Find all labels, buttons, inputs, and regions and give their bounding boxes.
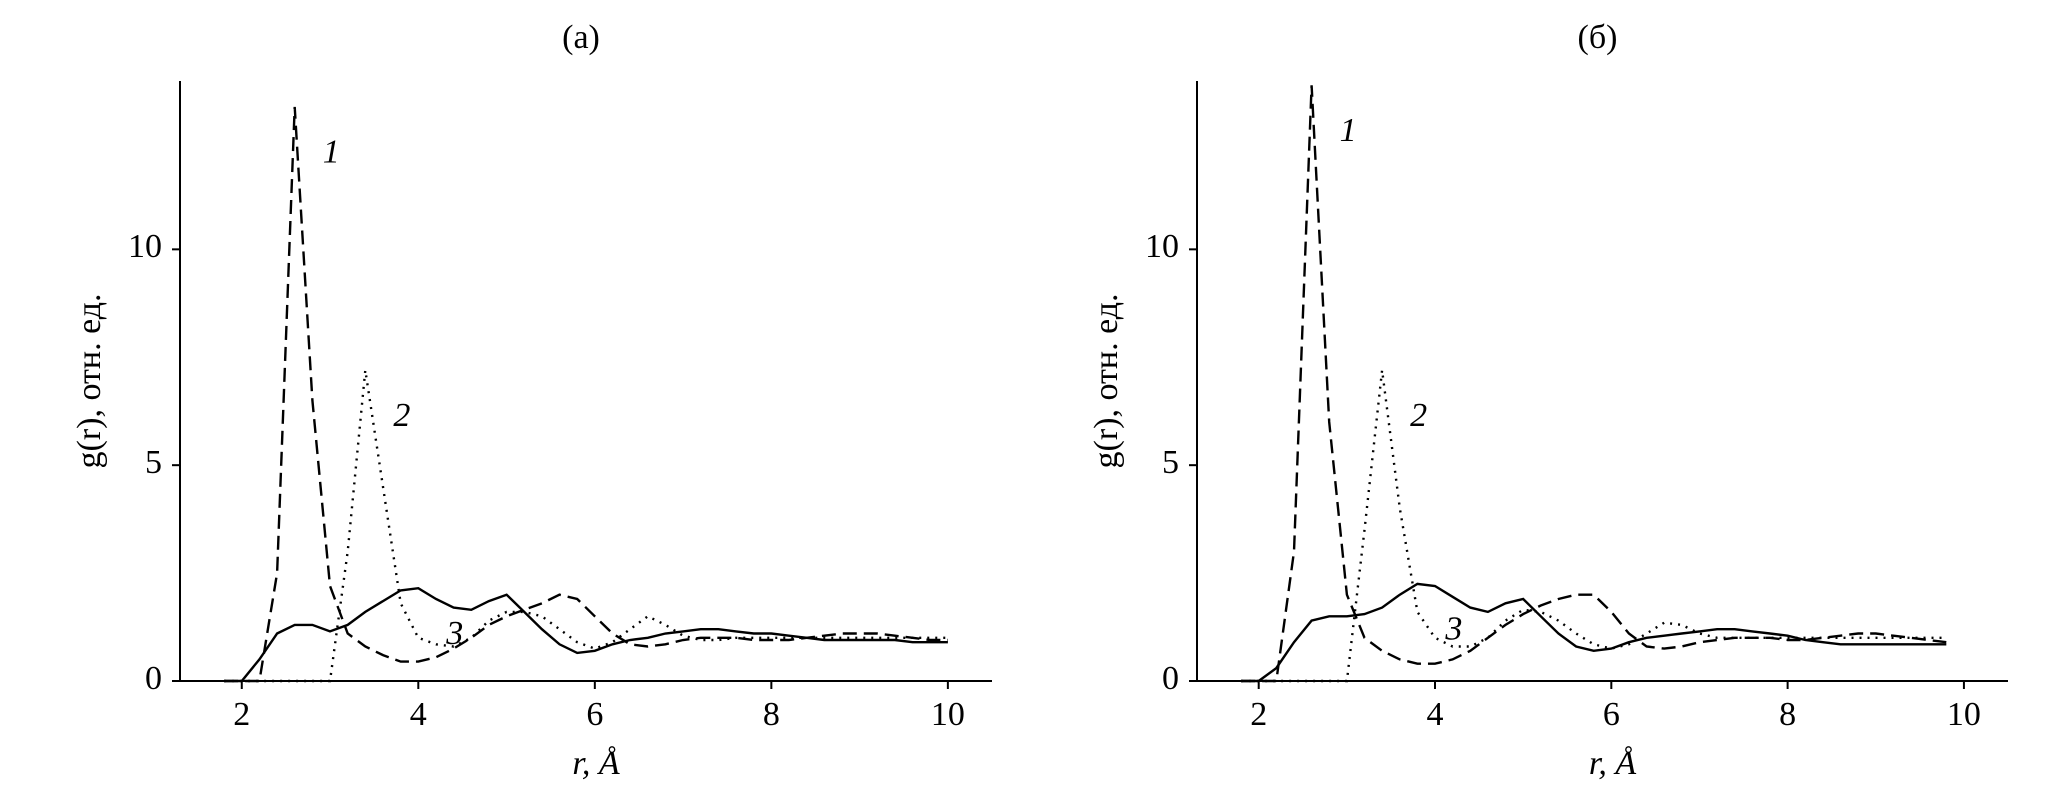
y-axis-label: g(r), отн. ед. (1088, 293, 1125, 468)
y-tick-label: 10 (1145, 228, 1179, 265)
x-tick-label: 4 (410, 696, 427, 733)
series-line (224, 106, 948, 683)
x-tick-label: 8 (763, 696, 780, 733)
series-label: 2 (1410, 397, 1427, 434)
x-tick-label: 6 (586, 696, 603, 733)
y-tick-label: 5 (1162, 444, 1179, 481)
y-axis-label: g(r), отн. ед. (71, 293, 108, 468)
series-line (1241, 370, 1947, 683)
x-tick-label: 8 (1779, 696, 1796, 733)
x-tick-label: 10 (931, 696, 965, 733)
series-line (224, 586, 948, 683)
y-tick-label: 0 (1162, 660, 1179, 697)
x-tick-label: 10 (1947, 696, 1981, 733)
chart-title: (а) (562, 19, 600, 56)
y-tick-label: 10 (128, 228, 162, 265)
x-axis-label: r, Å (1589, 745, 1636, 782)
series-label: 1 (323, 134, 340, 171)
x-tick-label: 4 (1427, 696, 1444, 733)
series-label: 1 (1340, 112, 1357, 149)
series-label: 3 (1444, 611, 1462, 648)
series-label: 3 (445, 615, 463, 652)
chart-title: (б) (1578, 19, 1618, 56)
y-tick-label: 0 (145, 660, 162, 697)
series-line (1241, 582, 1947, 683)
series-label: 2 (393, 397, 410, 434)
series-line (1241, 85, 1947, 683)
panel: (б) 0 5 10 2 4 6 8 10 r, Å g(r), отн. ед. 1 2 3 (1088, 19, 2008, 782)
panel: (а) 0 5 10 2 4 6 8 10 r, Å g(r), отн. ед. 1 2 3 (71, 19, 992, 782)
series-line (224, 370, 948, 683)
y-tick-label: 5 (145, 444, 162, 481)
x-tick-label: 2 (1250, 696, 1267, 733)
x-tick-label: 6 (1603, 696, 1620, 733)
x-axis-label: r, Å (572, 745, 619, 782)
x-tick-label: 2 (233, 696, 250, 733)
